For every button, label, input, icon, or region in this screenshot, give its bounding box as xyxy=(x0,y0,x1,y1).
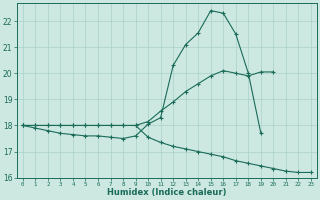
X-axis label: Humidex (Indice chaleur): Humidex (Indice chaleur) xyxy=(107,188,227,197)
